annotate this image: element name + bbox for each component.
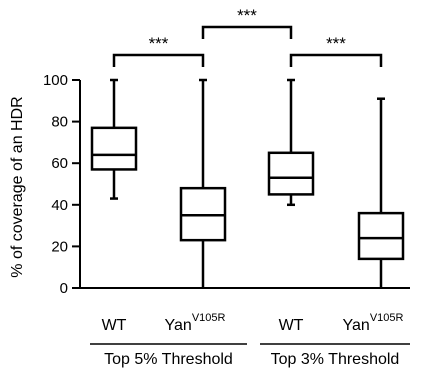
significance-label: *** — [326, 34, 346, 53]
x-category-label: YanV105R — [343, 312, 404, 334]
significance-label: *** — [237, 6, 257, 25]
x-category-name: Yan — [165, 317, 192, 334]
y-tick-label: 20 — [51, 238, 68, 255]
significance-bracket — [201, 25, 293, 39]
x-category-label: WT — [102, 317, 127, 334]
group-label: Top 5% Threshold — [104, 351, 233, 368]
y-tick-label: 40 — [51, 197, 68, 214]
significance-bracket — [289, 53, 383, 67]
significance-label: *** — [149, 34, 169, 53]
box-3 — [267, 78, 315, 207]
box-iqr — [90, 126, 138, 171]
x-category-name: WT — [279, 317, 304, 334]
x-category-superscript: V105R — [370, 312, 404, 324]
y-axis-title: % of coverage of an HDR — [9, 96, 26, 277]
x-category-label: WT — [279, 317, 304, 334]
y-tick-label: 0 — [60, 280, 68, 297]
box-1 — [90, 78, 138, 200]
group-label: Top 3% Threshold — [271, 351, 400, 368]
y-tick-label: 100 — [43, 72, 68, 89]
y-tick-label: 80 — [51, 114, 68, 131]
x-category-superscript: V105R — [192, 312, 226, 324]
x-category-name: WT — [102, 317, 127, 334]
box-iqr — [357, 211, 405, 261]
x-category-label: YanV105R — [165, 312, 226, 334]
y-tick-label: 60 — [51, 155, 68, 172]
box-4 — [357, 97, 405, 288]
box-2 — [179, 78, 227, 288]
x-category-name: Yan — [343, 317, 370, 334]
significance-bracket — [112, 53, 205, 67]
box-iqr — [267, 151, 315, 196]
